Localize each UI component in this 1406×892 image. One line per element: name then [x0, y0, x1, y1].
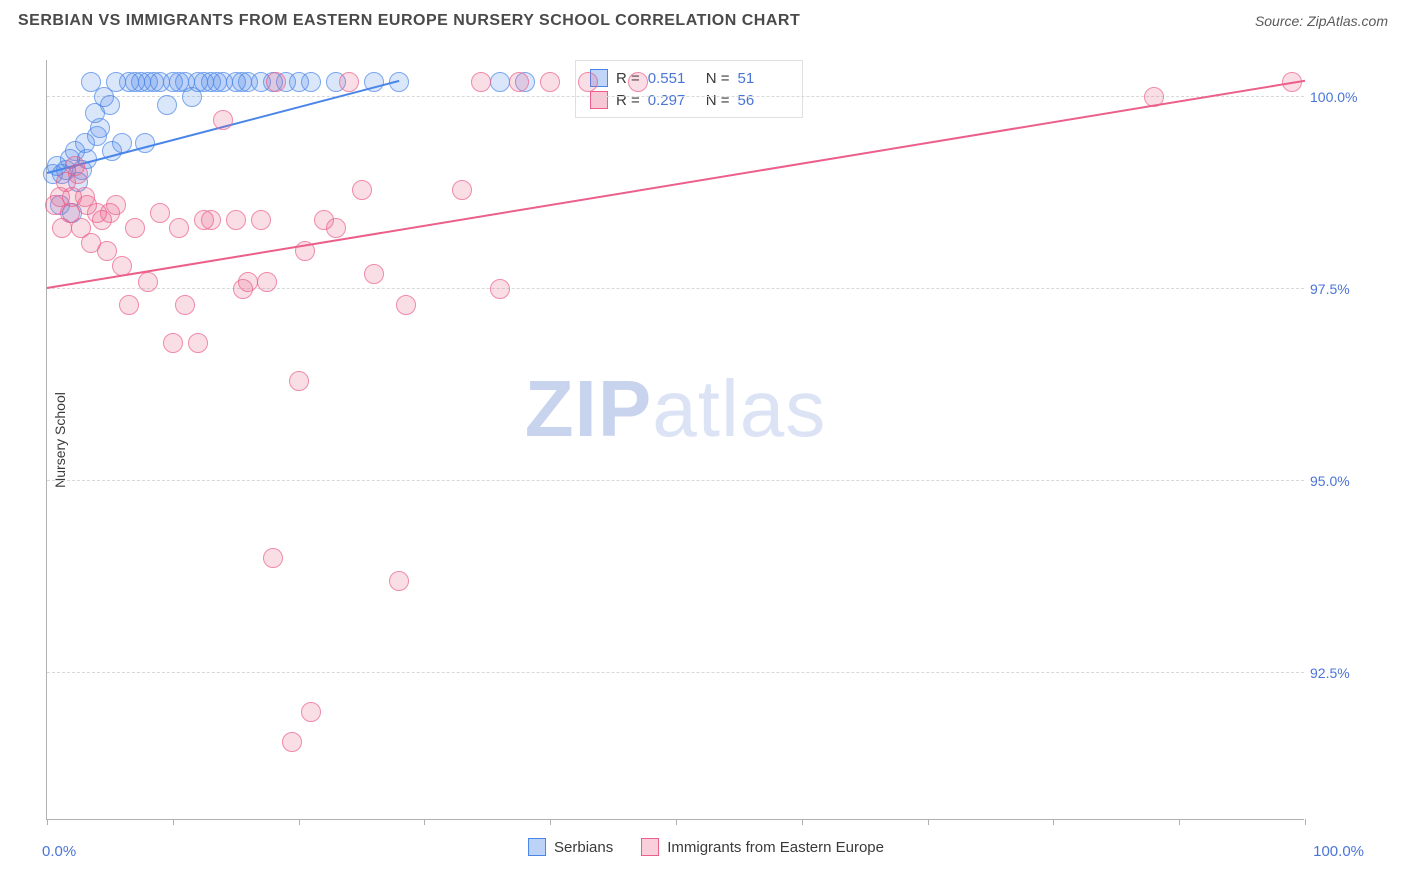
data-point — [628, 72, 648, 92]
data-point — [163, 333, 183, 353]
gridline — [47, 672, 1304, 673]
data-point — [201, 210, 221, 230]
source-attribution: Source: ZipAtlas.com — [1255, 13, 1388, 29]
data-point — [578, 72, 598, 92]
data-point — [452, 180, 472, 200]
x-tick — [1179, 819, 1180, 825]
chart-title: SERBIAN VS IMMIGRANTS FROM EASTERN EUROP… — [18, 12, 800, 30]
data-point — [106, 195, 126, 215]
data-point — [289, 371, 309, 391]
data-point — [175, 295, 195, 315]
y-tick-label: 95.0% — [1310, 473, 1366, 489]
x-tick — [424, 819, 425, 825]
data-point — [213, 110, 233, 130]
watermark: ZIPatlas — [525, 363, 826, 455]
data-point — [251, 210, 271, 230]
x-tick — [173, 819, 174, 825]
gridline — [47, 480, 1304, 481]
legend-stats-row-serbians: R = 0.551 N = 51 — [590, 67, 788, 89]
data-point — [257, 272, 277, 292]
data-point — [339, 72, 359, 92]
legend-item-serbians: Serbians — [528, 838, 613, 856]
data-point — [540, 72, 560, 92]
data-point — [90, 118, 110, 138]
data-point — [266, 72, 286, 92]
x-tick — [802, 819, 803, 825]
y-tick-label: 100.0% — [1310, 89, 1366, 105]
data-point — [150, 203, 170, 223]
legend-series: Serbians Immigrants from Eastern Europe — [528, 838, 884, 856]
data-point — [301, 72, 321, 92]
y-tick-label: 92.5% — [1310, 665, 1366, 681]
data-point — [119, 295, 139, 315]
x-tick — [1305, 819, 1306, 825]
data-point — [509, 72, 529, 92]
data-point — [490, 279, 510, 299]
data-point — [326, 218, 346, 238]
data-point — [263, 548, 283, 568]
data-point — [157, 95, 177, 115]
data-point — [301, 702, 321, 722]
y-tick-label: 97.5% — [1310, 281, 1366, 297]
x-tick — [47, 819, 48, 825]
data-point — [352, 180, 372, 200]
data-point — [471, 72, 491, 92]
data-point — [188, 333, 208, 353]
data-point — [226, 210, 246, 230]
legend-item-immigrants: Immigrants from Eastern Europe — [641, 838, 884, 856]
data-point — [389, 571, 409, 591]
data-point — [364, 264, 384, 284]
title-bar: SERBIAN VS IMMIGRANTS FROM EASTERN EUROP… — [0, 0, 1406, 36]
x-tick — [299, 819, 300, 825]
data-point — [68, 164, 88, 184]
swatch-immigrants — [641, 838, 659, 856]
legend-stats: R = 0.551 N = 51 R = 0.297 N = 56 — [575, 60, 803, 118]
legend-stats-row-immigrants: R = 0.297 N = 56 — [590, 89, 788, 111]
gridline — [47, 96, 1304, 97]
data-point — [238, 272, 258, 292]
scatter-plot: ZIPatlas R = 0.551 N = 51 R = 0.297 N = … — [46, 60, 1304, 820]
data-point — [125, 218, 145, 238]
data-point — [97, 241, 117, 261]
data-point — [100, 95, 120, 115]
data-point — [396, 295, 416, 315]
x-tick-label-max: 100.0% — [1313, 843, 1364, 860]
swatch-immigrants — [590, 91, 608, 109]
x-tick — [550, 819, 551, 825]
swatch-serbians — [528, 838, 546, 856]
data-point — [169, 218, 189, 238]
data-point — [282, 732, 302, 752]
data-point — [138, 272, 158, 292]
x-tick-label-min: 0.0% — [42, 843, 76, 860]
data-point — [490, 72, 510, 92]
x-tick — [928, 819, 929, 825]
plot-wrap: Nursery School ZIPatlas R = 0.551 N = 51… — [46, 60, 1366, 820]
x-tick — [1053, 819, 1054, 825]
x-tick — [676, 819, 677, 825]
